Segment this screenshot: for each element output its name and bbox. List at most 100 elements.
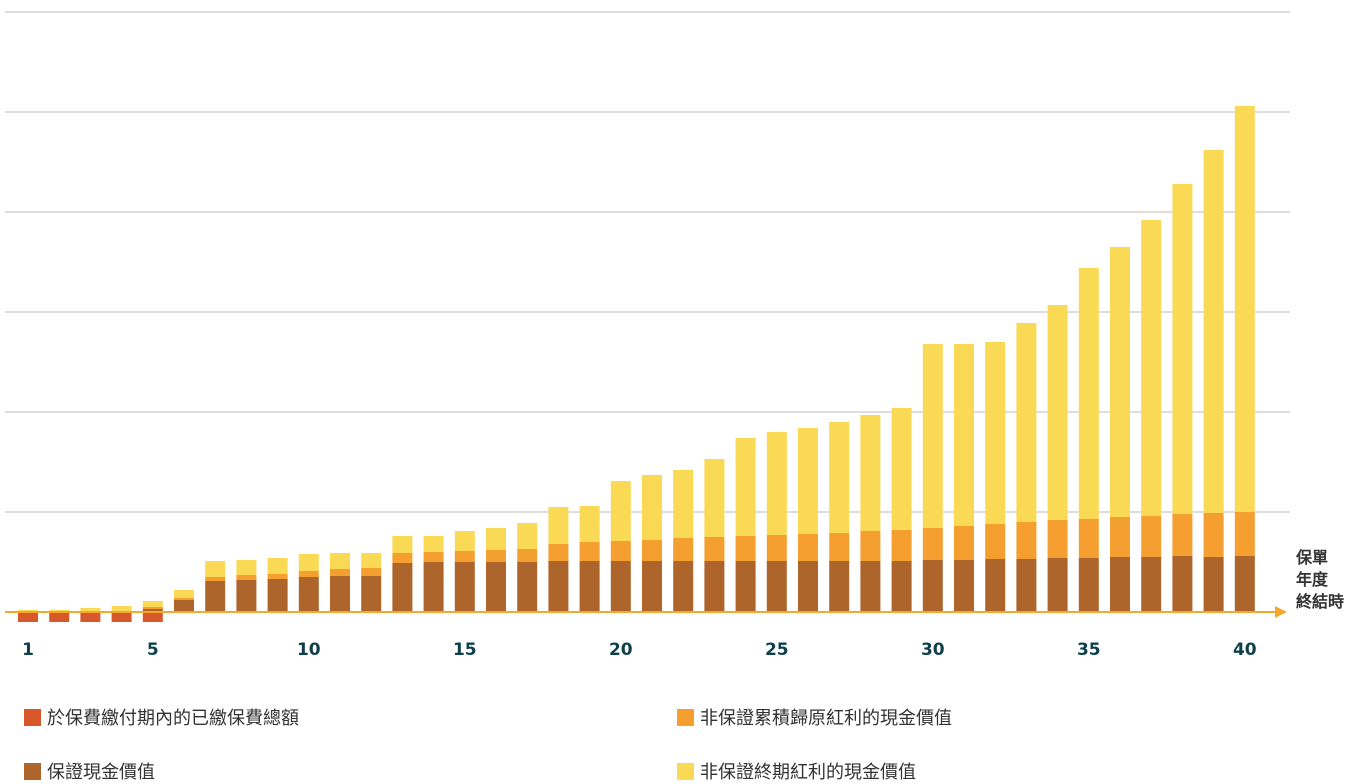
bar-segment (80, 608, 101, 612)
bar-segment (922, 528, 943, 560)
bar-segment (1110, 517, 1130, 557)
legend-label-premiums-paid: 於保費繳付期內的已繳保費總額 (47, 708, 299, 729)
bar-segment (610, 541, 631, 561)
bar-segment (298, 571, 319, 577)
bar-segment (610, 561, 631, 612)
bar-segment (1047, 305, 1068, 520)
bar-segment (735, 561, 756, 612)
bar-segment (891, 561, 912, 612)
bar-segment (1234, 556, 1255, 612)
bar-segment (517, 549, 538, 562)
x-tick-label: 10 (297, 640, 321, 660)
bar-segment (361, 568, 382, 576)
bar-segment (454, 531, 475, 551)
x-tick-label: 35 (1077, 640, 1101, 660)
legend-swatch-guaranteed-cash-value (24, 762, 41, 780)
x-axis-label: 保單 年度 終結時 (1296, 547, 1366, 613)
bar-segment (548, 507, 569, 544)
chart: 1 5 10 15 20 25 30 35 40 (5, 11, 1290, 660)
bar-segment (1078, 268, 1099, 519)
bar-segment (1110, 247, 1130, 517)
legend-item-premiums-paid: 於保費繳付期內的已繳保費總額 (24, 704, 299, 730)
bar-segment (735, 438, 756, 536)
bar-segment (579, 561, 600, 612)
bar-segment (486, 550, 506, 562)
bar-segment (1203, 513, 1224, 557)
bar-segment (704, 459, 725, 537)
bar-segment (766, 561, 787, 612)
x-tick-label: 30 (921, 640, 945, 660)
bar-segment (829, 561, 850, 612)
x-tick-label: 25 (765, 640, 789, 660)
bar-segment (1234, 106, 1255, 512)
bar-segment (174, 598, 194, 600)
bar-segment (486, 528, 506, 550)
bar-segment (954, 344, 974, 526)
bar-segment (111, 612, 132, 622)
bar-segment (174, 600, 194, 612)
x-tick-label: 15 (453, 640, 477, 660)
bar-segment (1110, 557, 1130, 612)
x-tick-label: 40 (1233, 640, 1257, 660)
bar-segment (766, 432, 787, 535)
x-axis-label-line-2: 年度 (1296, 570, 1329, 589)
x-axis-label-line-1: 保單 (1296, 548, 1329, 567)
bar-segment (1234, 512, 1255, 556)
bar-segment (1047, 558, 1068, 612)
bar-segment (330, 569, 350, 576)
bar-segment (80, 612, 101, 622)
bar-segment (642, 475, 662, 540)
x-tick-labels: 1 5 10 15 20 25 30 35 40 (22, 640, 1257, 660)
bar-segment (704, 561, 725, 612)
bars (18, 106, 1255, 622)
bar-segment (766, 535, 787, 561)
x-tick-label: 20 (609, 640, 633, 660)
bar-segment (985, 559, 1006, 612)
bar-segment (423, 562, 444, 612)
bar-segment (267, 579, 288, 612)
bar-segment (922, 344, 943, 528)
bar-segment (1078, 519, 1099, 558)
bar-segment (174, 590, 194, 598)
bar-segment (361, 576, 382, 612)
bar-segment (548, 561, 569, 612)
bar-segment (267, 574, 288, 579)
bar-segment (1141, 516, 1162, 557)
bar-segment (205, 577, 226, 581)
x-axis (5, 606, 1287, 618)
bar-segment (298, 554, 319, 571)
bar-segment (829, 422, 850, 533)
bar-segment (1047, 520, 1068, 558)
x-axis-label-line-3: 終結時 (1296, 592, 1345, 611)
bar-segment (891, 408, 912, 530)
legend-label-terminal-bonus: 非保證終期紅利的現金價值 (700, 762, 916, 783)
legend-item-guaranteed-cash-value: 保證現金價值 (24, 758, 155, 784)
bar-segment (486, 562, 506, 612)
bar-segment (236, 560, 257, 575)
bar-segment (673, 470, 694, 538)
bar-segment (579, 506, 600, 542)
legend-swatch-reversionary-bonus (677, 708, 694, 726)
bar-segment (798, 561, 818, 612)
bar-segment (236, 580, 257, 612)
bar-segment (860, 415, 881, 531)
bar-segment (392, 553, 413, 563)
bar-segment (111, 606, 132, 612)
bar-segment (205, 581, 226, 612)
bar-segment (142, 601, 163, 607)
legend-item-terminal-bonus: 非保證終期紅利的現金價值 (677, 758, 916, 784)
bar-segment (1172, 184, 1193, 514)
bar-segment (1203, 150, 1224, 513)
bar-segment (922, 560, 943, 612)
bar-segment (330, 576, 350, 612)
bar-segment (236, 575, 257, 580)
bar-segment (517, 562, 538, 612)
x-tick-label: 1 (22, 640, 34, 660)
legend-label-guaranteed-cash-value: 保證現金價值 (47, 762, 155, 783)
bar-segment (392, 563, 413, 612)
bar-segment (142, 607, 163, 609)
bar-segment (610, 481, 631, 541)
bar-segment (267, 558, 288, 574)
bar-segment (423, 536, 444, 552)
bar-segment (579, 542, 600, 561)
